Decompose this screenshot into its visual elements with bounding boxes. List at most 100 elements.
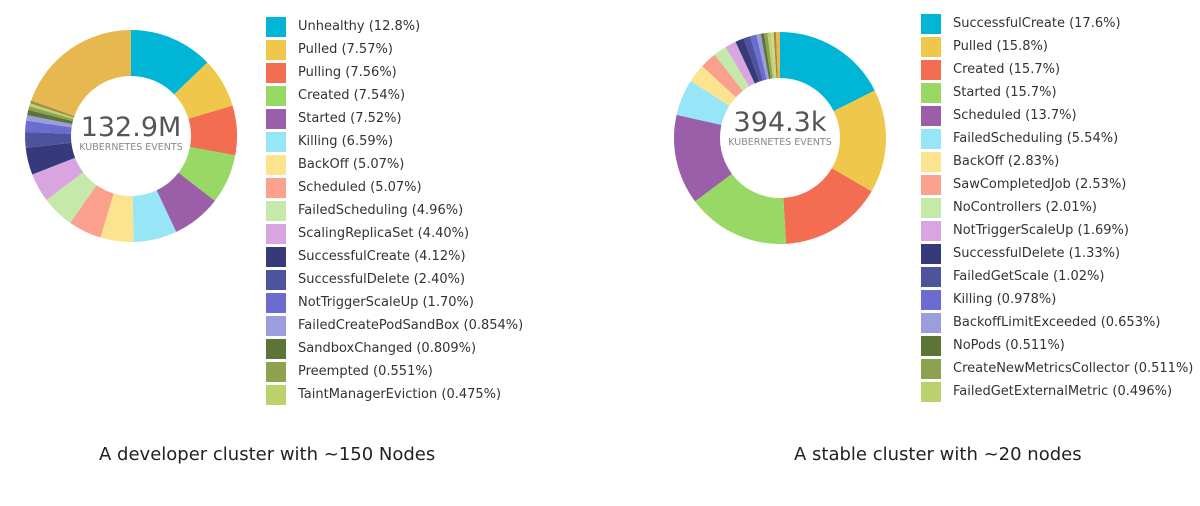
legend-label: FailedScheduling (5.54%) xyxy=(953,131,1119,146)
donut-slice xyxy=(760,33,771,80)
legend-swatch xyxy=(266,269,286,290)
legend-item: Preempted (0.551%) xyxy=(266,360,523,383)
legend-item: Created (7.54%) xyxy=(266,84,523,107)
donut-slice xyxy=(174,62,233,119)
legend-item: SuccessfulCreate (17.6%) xyxy=(921,12,1193,35)
donut-slice xyxy=(29,103,74,120)
legend-label: FailedCreatePodSandBox (0.854%) xyxy=(298,318,524,333)
legend-item: Killing (6.59%) xyxy=(266,130,523,153)
legend-label: NotTriggerScaleUp (1.70%) xyxy=(298,295,474,310)
legend-swatch xyxy=(266,85,286,106)
donut-slice xyxy=(188,105,237,156)
legend: SuccessfulCreate (17.6%) Pulled (15.8%) Cr… xyxy=(921,12,1193,403)
donut-slice xyxy=(783,168,872,244)
legend-swatch xyxy=(266,108,286,129)
legend-item: NoControllers (2.01%) xyxy=(921,196,1193,219)
chart-caption: A developer cluster with ~150 Nodes xyxy=(99,444,436,465)
donut-slice xyxy=(770,32,777,79)
legend-item: BackOff (5.07%) xyxy=(266,153,523,176)
legend-item: BackoffLimitExceeded (0.653%) xyxy=(921,311,1193,334)
legend-swatch xyxy=(921,358,941,379)
legend-swatch xyxy=(921,220,941,241)
legend-label: TaintManagerEviction (0.475%) xyxy=(298,387,502,402)
legend-swatch xyxy=(921,174,941,195)
donut-chart xyxy=(674,32,886,244)
legend-swatch xyxy=(921,128,941,149)
legend-label: Pulled (7.57%) xyxy=(298,42,393,57)
donut-slice xyxy=(27,109,73,125)
donut-slice xyxy=(30,100,75,118)
legend-item: Killing (0.978%) xyxy=(921,288,1193,311)
legend-swatch xyxy=(266,200,286,221)
donut-slice xyxy=(695,173,786,244)
total-events-value: 394.3k xyxy=(733,107,827,138)
donut-slice xyxy=(156,172,215,232)
legend-item: BackOff (2.83%) xyxy=(921,150,1193,173)
legend-swatch xyxy=(266,292,286,313)
legend-swatch xyxy=(266,223,286,244)
donut-slice xyxy=(735,38,760,84)
donut-slice xyxy=(132,190,177,242)
legend-item: FailedGetScale (1.02%) xyxy=(921,265,1193,288)
legend: Unhealthy (12.8%) Pulled (7.57%) Pulling (… xyxy=(266,15,523,406)
legend-label: SandboxChanged (0.809%) xyxy=(298,341,477,356)
legend-item: SuccessfulDelete (2.40%) xyxy=(266,268,523,291)
donut-slice xyxy=(70,185,114,238)
legend-swatch xyxy=(266,39,286,60)
legend-label: Pulling (7.56%) xyxy=(298,65,397,80)
legend-item: SawCompletedJob (2.53%) xyxy=(921,173,1193,196)
legend-label: BackOff (2.83%) xyxy=(953,154,1060,169)
legend-swatch xyxy=(266,338,286,359)
donut-slice xyxy=(702,54,743,98)
legend-item: FailedScheduling (5.54%) xyxy=(921,127,1193,150)
legend-label: SuccessfulDelete (1.33%) xyxy=(953,246,1121,261)
legend-item: Unhealthy (12.8%) xyxy=(266,15,523,38)
legend-item: NotTriggerScaleUp (1.70%) xyxy=(266,291,523,314)
legend-label: Pulled (15.8%) xyxy=(953,39,1048,54)
donut-slice xyxy=(25,142,76,175)
legend-swatch xyxy=(921,197,941,218)
donut-slice xyxy=(743,36,764,82)
legend-swatch xyxy=(266,246,286,267)
legend-item: ScalingReplicaSet (4.40%) xyxy=(266,222,523,245)
donut-slice xyxy=(178,146,236,201)
legend-swatch xyxy=(921,13,941,34)
donut-slice xyxy=(756,33,770,80)
legend-item: Started (15.7%) xyxy=(921,81,1193,104)
legend-item: FailedCreatePodSandBox (0.854%) xyxy=(266,314,523,337)
legend-item: CreateNewMetricsCollector (0.511%) xyxy=(921,357,1193,380)
donut-slice xyxy=(46,172,97,223)
donut-slice xyxy=(31,98,75,117)
legend-item: NoPods (0.511%) xyxy=(921,334,1193,357)
donut-slice xyxy=(764,32,773,79)
donut-slice xyxy=(750,34,767,81)
legend-label: Scheduled (5.07%) xyxy=(298,180,422,195)
donut-slice xyxy=(714,47,750,91)
total-events-label: KUBERNETES EVENTS xyxy=(79,142,183,153)
legend-item: FailedGetExternalMetric (0.496%) xyxy=(921,380,1193,403)
donut-chart xyxy=(24,30,237,242)
donut-slice xyxy=(776,32,780,79)
legend-item: Pulled (15.8%) xyxy=(921,35,1193,58)
donut-slice xyxy=(25,120,72,134)
legend-label: CreateNewMetricsCollector (0.511%) xyxy=(953,361,1194,376)
legend-label: FailedGetExternalMetric (0.496%) xyxy=(953,384,1173,399)
donut-slice xyxy=(131,30,208,95)
legend-item: SuccessfulCreate (4.12%) xyxy=(266,245,523,268)
legend-label: SuccessfulDelete (2.40%) xyxy=(298,272,466,287)
donut-slice xyxy=(100,193,134,242)
legend-item: Scheduled (13.7%) xyxy=(921,104,1193,127)
legend-label: NoPods (0.511%) xyxy=(953,338,1065,353)
legend-swatch xyxy=(921,105,941,126)
legend-swatch xyxy=(266,16,286,37)
legend-label: SuccessfulCreate (17.6%) xyxy=(953,16,1121,31)
legend-swatch xyxy=(266,361,286,382)
legend-label: Preempted (0.551%) xyxy=(298,364,433,379)
legend-label: ScalingReplicaSet (4.40%) xyxy=(298,226,470,241)
donut-slice xyxy=(674,114,732,202)
legend-item: FailedScheduling (4.96%) xyxy=(266,199,523,222)
legend-swatch xyxy=(266,177,286,198)
legend-item: Pulled (7.57%) xyxy=(266,38,523,61)
legend-swatch xyxy=(921,289,941,310)
legend-label: NotTriggerScaleUp (1.69%) xyxy=(953,223,1129,238)
